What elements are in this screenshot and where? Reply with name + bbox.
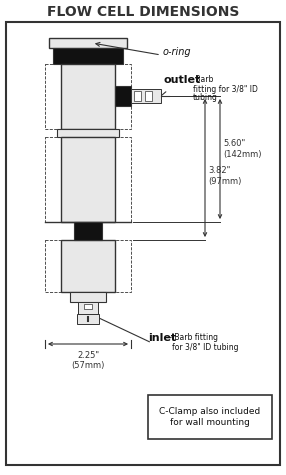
Bar xyxy=(61,64,115,129)
Text: FLOW CELL DIMENSIONS: FLOW CELL DIMENSIONS xyxy=(47,5,239,19)
Bar xyxy=(134,91,141,101)
Bar xyxy=(45,64,131,129)
Text: 5.60"
(142mm): 5.60" (142mm) xyxy=(223,139,261,159)
Text: C-Clamp also included
for wall mounting: C-Clamp also included for wall mounting xyxy=(159,407,261,427)
Text: -: - xyxy=(169,333,172,342)
Bar xyxy=(53,48,123,64)
Bar xyxy=(49,38,127,48)
Bar xyxy=(148,395,272,439)
Bar xyxy=(45,240,131,292)
Text: tubing: tubing xyxy=(193,93,218,102)
Text: -: - xyxy=(189,76,192,85)
Text: o-ring: o-ring xyxy=(163,47,192,57)
Text: fitting for 3/8" ID: fitting for 3/8" ID xyxy=(193,85,258,94)
Text: Barb fitting: Barb fitting xyxy=(172,333,218,342)
Bar xyxy=(70,292,106,302)
Text: outlet: outlet xyxy=(163,75,200,85)
Bar xyxy=(115,86,131,106)
Text: 2.25"
(57mm): 2.25" (57mm) xyxy=(71,351,105,370)
Text: Barb: Barb xyxy=(193,76,213,85)
Bar xyxy=(84,304,92,309)
Bar xyxy=(77,314,99,324)
Bar xyxy=(131,89,161,103)
Bar xyxy=(57,129,119,137)
Text: 3.82"
(97mm): 3.82" (97mm) xyxy=(208,166,241,186)
Bar xyxy=(78,302,98,314)
Text: for 3/8" ID tubing: for 3/8" ID tubing xyxy=(172,342,239,352)
Text: inlet: inlet xyxy=(148,333,176,343)
Bar xyxy=(74,222,102,240)
Bar xyxy=(45,137,131,222)
Bar xyxy=(145,91,152,101)
Bar xyxy=(61,137,115,222)
Bar xyxy=(61,240,115,292)
